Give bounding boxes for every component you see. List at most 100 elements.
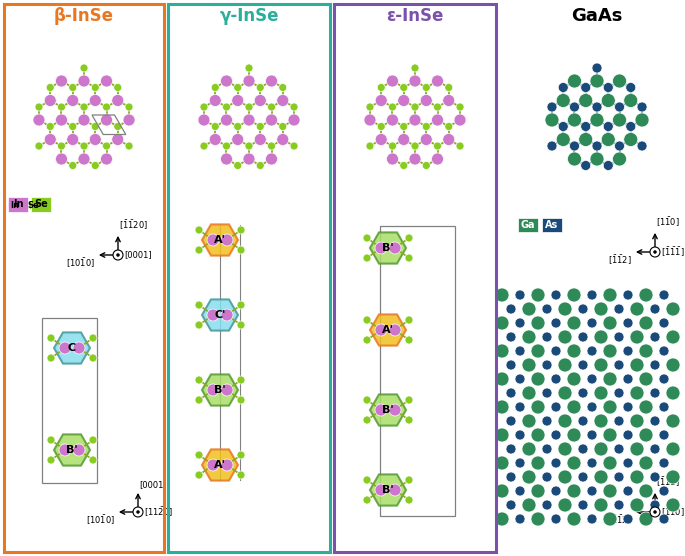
Circle shape: [35, 103, 43, 111]
Circle shape: [279, 122, 287, 131]
Circle shape: [8, 198, 22, 212]
Circle shape: [366, 103, 374, 111]
Circle shape: [434, 142, 442, 150]
Circle shape: [506, 304, 516, 314]
Circle shape: [388, 103, 397, 111]
Circle shape: [495, 288, 509, 302]
Circle shape: [46, 122, 54, 131]
Circle shape: [114, 83, 122, 92]
Circle shape: [578, 500, 588, 510]
Text: C: C: [68, 343, 76, 353]
Circle shape: [650, 416, 660, 426]
Circle shape: [650, 444, 660, 454]
Circle shape: [375, 242, 387, 254]
Circle shape: [551, 458, 561, 468]
Circle shape: [522, 358, 536, 372]
Circle shape: [614, 304, 624, 314]
Circle shape: [136, 510, 140, 514]
Circle shape: [601, 132, 615, 146]
Circle shape: [542, 416, 552, 426]
Circle shape: [542, 332, 552, 342]
Circle shape: [223, 142, 230, 150]
Circle shape: [551, 374, 561, 384]
Circle shape: [195, 301, 203, 309]
Circle shape: [623, 402, 633, 412]
Circle shape: [581, 82, 590, 92]
Circle shape: [614, 102, 625, 112]
Circle shape: [567, 512, 581, 526]
Circle shape: [547, 141, 557, 151]
Circle shape: [133, 507, 143, 517]
Circle shape: [211, 122, 219, 131]
Circle shape: [506, 416, 516, 426]
Circle shape: [195, 246, 203, 254]
Circle shape: [386, 153, 399, 165]
Circle shape: [659, 458, 669, 468]
Circle shape: [495, 316, 509, 330]
Circle shape: [630, 302, 644, 316]
Circle shape: [603, 372, 617, 386]
Circle shape: [515, 402, 525, 412]
Circle shape: [578, 444, 588, 454]
Circle shape: [68, 83, 77, 92]
Circle shape: [266, 75, 277, 87]
Circle shape: [551, 346, 561, 356]
Text: B': B': [66, 445, 78, 455]
Circle shape: [290, 103, 298, 111]
Text: [1$\bar{1}$0]: [1$\bar{1}$0]: [656, 216, 680, 229]
Text: [$\bar{1}\bar{1}$2]: [$\bar{1}\bar{1}$2]: [608, 513, 632, 527]
Polygon shape: [370, 394, 406, 425]
Text: A': A': [382, 325, 394, 335]
Circle shape: [542, 388, 552, 398]
Circle shape: [542, 500, 552, 510]
Circle shape: [603, 122, 613, 132]
Circle shape: [195, 226, 203, 234]
Circle shape: [363, 336, 371, 344]
Circle shape: [101, 153, 112, 165]
Circle shape: [405, 336, 413, 344]
Circle shape: [659, 346, 669, 356]
Circle shape: [614, 416, 624, 426]
Circle shape: [558, 358, 572, 372]
Circle shape: [232, 95, 244, 107]
Circle shape: [411, 103, 419, 111]
Circle shape: [650, 304, 660, 314]
Circle shape: [68, 122, 77, 131]
Circle shape: [277, 95, 289, 107]
Circle shape: [237, 451, 245, 459]
Circle shape: [579, 132, 593, 146]
Circle shape: [567, 428, 581, 442]
Circle shape: [630, 498, 644, 512]
Circle shape: [614, 360, 624, 370]
Circle shape: [630, 442, 644, 456]
Circle shape: [603, 82, 613, 92]
Circle shape: [567, 372, 581, 386]
Polygon shape: [54, 434, 90, 465]
Circle shape: [623, 458, 633, 468]
Text: β-InSe: β-InSe: [54, 7, 114, 25]
Circle shape: [116, 254, 119, 256]
Circle shape: [209, 95, 221, 107]
Text: [$\bar{1}\bar{1}\bar{1}$]: [$\bar{1}\bar{1}\bar{1}$]: [661, 245, 685, 259]
Circle shape: [587, 290, 597, 300]
Circle shape: [409, 114, 421, 126]
Circle shape: [35, 142, 43, 150]
Circle shape: [200, 142, 208, 150]
Circle shape: [515, 346, 525, 356]
Circle shape: [68, 161, 77, 170]
Bar: [334, 4, 496, 552]
Circle shape: [422, 83, 430, 92]
Circle shape: [234, 161, 242, 170]
Circle shape: [221, 114, 232, 126]
Circle shape: [422, 161, 430, 170]
Circle shape: [531, 372, 545, 386]
Circle shape: [531, 484, 545, 498]
Circle shape: [89, 334, 97, 342]
Circle shape: [55, 114, 68, 126]
Circle shape: [587, 458, 597, 468]
Polygon shape: [54, 332, 90, 364]
Circle shape: [112, 95, 124, 107]
Circle shape: [103, 142, 110, 150]
Circle shape: [581, 161, 590, 171]
Circle shape: [45, 95, 56, 107]
